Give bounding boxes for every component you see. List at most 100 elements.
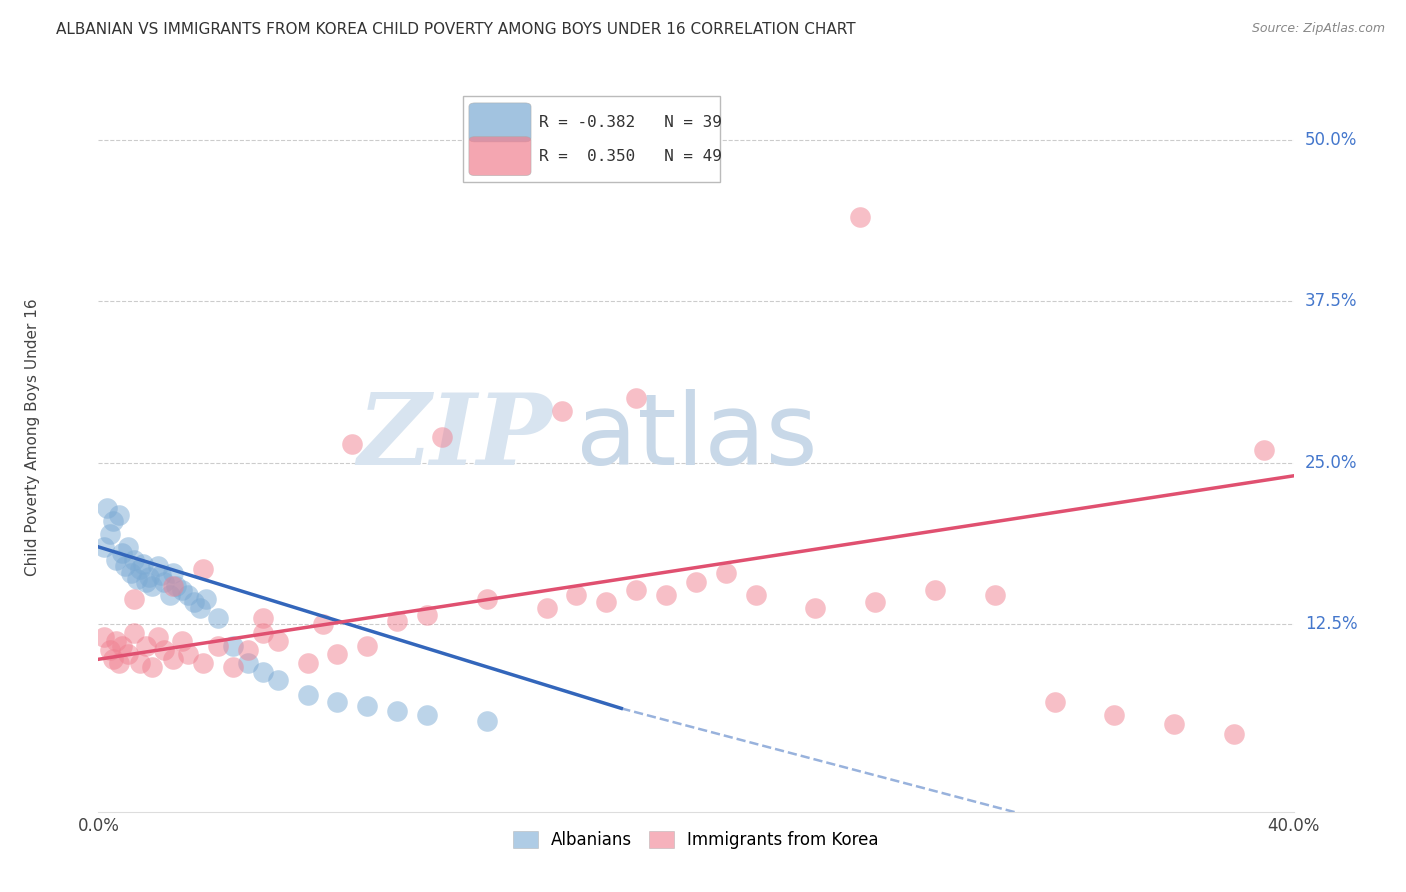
Text: Source: ZipAtlas.com: Source: ZipAtlas.com (1251, 22, 1385, 36)
Point (252, 626, 274, 640)
Point (536, 600, 558, 615)
Point (984, 588, 1007, 602)
Point (135, 574, 157, 589)
Text: Child Poverty Among Boys Under 16: Child Poverty Among Boys Under 16 (25, 298, 41, 576)
Text: 25.0%: 25.0% (1305, 454, 1357, 472)
Point (1223, 727, 1246, 741)
Point (165, 579, 187, 593)
Point (177, 588, 200, 602)
Point (159, 588, 181, 602)
Point (114, 559, 136, 574)
Text: ZIP: ZIP (357, 389, 553, 485)
Point (96, 501, 118, 516)
Point (430, 430, 453, 444)
Point (342, 436, 364, 450)
Point (626, 582, 648, 597)
Point (1163, 717, 1185, 731)
Point (356, 698, 378, 713)
Point (804, 600, 827, 615)
Point (297, 689, 319, 703)
Text: 50.0%: 50.0% (1305, 131, 1357, 149)
Point (117, 647, 139, 661)
Point (129, 656, 152, 670)
Point (129, 562, 152, 576)
Point (865, 595, 887, 609)
Point (124, 591, 146, 606)
Point (267, 673, 290, 687)
Point (252, 611, 274, 625)
Point (326, 647, 349, 661)
Text: atlas: atlas (576, 389, 818, 485)
Point (714, 566, 737, 580)
Point (385, 614, 409, 628)
Point (745, 588, 768, 602)
Point (1104, 707, 1126, 722)
Point (655, 588, 678, 602)
Point (108, 508, 131, 522)
Point (252, 665, 274, 680)
Point (191, 562, 214, 576)
Point (183, 595, 205, 609)
Point (153, 643, 176, 657)
Point (177, 647, 200, 661)
Point (475, 714, 498, 729)
Text: ALBANIAN VS IMMIGRANTS FROM KOREA CHILD POVERTY AMONG BOYS UNDER 16 CORRELATION : ALBANIAN VS IMMIGRANTS FROM KOREA CHILD … (56, 22, 856, 37)
Point (1253, 442, 1275, 457)
Point (93, 540, 115, 554)
Point (311, 617, 333, 632)
Point (195, 591, 218, 606)
Point (222, 640, 245, 654)
Point (191, 656, 214, 670)
Point (222, 660, 245, 674)
Point (127, 572, 149, 586)
Point (162, 579, 184, 593)
Point (416, 608, 439, 623)
Point (108, 656, 131, 670)
Point (132, 557, 155, 571)
Point (105, 553, 128, 567)
Point (105, 634, 128, 648)
Point (98, 643, 122, 657)
Point (103, 514, 125, 528)
Point (416, 707, 439, 722)
Point (685, 574, 707, 589)
Point (162, 566, 184, 580)
FancyBboxPatch shape (470, 136, 531, 176)
Point (207, 611, 229, 625)
Text: 12.5%: 12.5% (1305, 615, 1357, 633)
Point (120, 566, 142, 580)
Text: R = -0.382   N = 39: R = -0.382 N = 39 (540, 115, 723, 130)
Point (172, 582, 194, 597)
Point (148, 630, 170, 644)
Point (626, 392, 648, 406)
Point (565, 588, 588, 602)
Point (236, 656, 259, 670)
Point (385, 704, 409, 718)
Legend: Albanians, Immigrants from Korea: Albanians, Immigrants from Korea (506, 824, 886, 855)
Text: R =  0.350   N = 49: R = 0.350 N = 49 (540, 149, 723, 163)
Point (475, 591, 498, 606)
Point (924, 582, 946, 597)
Point (148, 559, 170, 574)
Point (93, 630, 115, 644)
Point (550, 404, 572, 418)
Point (849, 211, 872, 225)
Point (326, 695, 349, 709)
FancyBboxPatch shape (463, 96, 720, 182)
Point (297, 656, 319, 670)
Point (141, 660, 163, 674)
Point (103, 652, 125, 666)
Point (1043, 695, 1066, 709)
Point (188, 600, 211, 615)
Point (138, 569, 160, 583)
Text: 37.5%: 37.5% (1305, 293, 1357, 310)
Point (117, 540, 139, 554)
Point (124, 626, 146, 640)
FancyBboxPatch shape (470, 103, 531, 142)
Point (98, 527, 122, 541)
Point (356, 640, 378, 654)
Point (135, 640, 157, 654)
Point (267, 634, 290, 648)
Point (111, 640, 134, 654)
Point (124, 553, 146, 567)
